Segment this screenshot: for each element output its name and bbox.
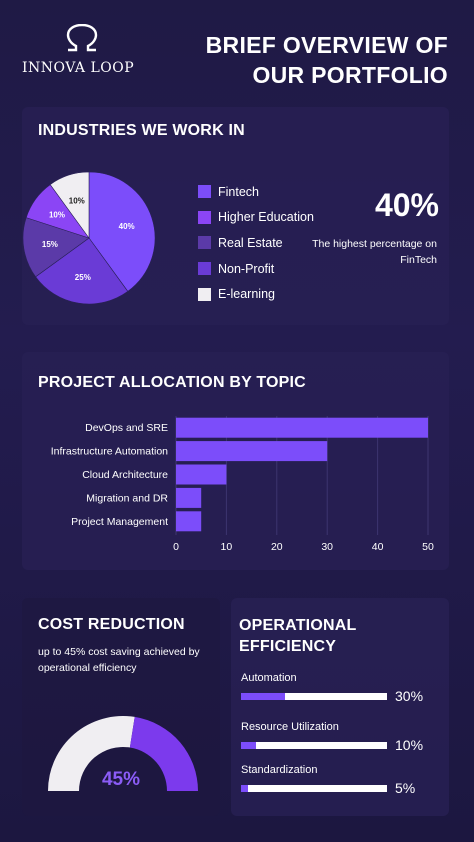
legend-swatch [198,262,211,276]
page-title: BRIEF OVERVIEW OF OUR PORTFOLIO [206,30,448,90]
x-tick-label: 20 [271,541,283,553]
metric-automation: Automation 30% [241,672,441,704]
legend-label: Non-Profit [218,261,275,276]
pie-slice-fintech [88,171,156,292]
gauge-remainder [48,716,135,791]
metric-resource-utilization: Resource Utilization 10% [241,721,441,753]
industries-pie-chart: 40% 25% 15% 10% 10% [22,171,156,305]
metric-value: 30% [395,688,424,704]
cost-title: COST REDUCTION [38,616,185,633]
y-category-label: Cloud Architecture [82,469,168,481]
y-category-label: Infrastructure Automation [51,446,168,458]
pie-slice-e-learning [49,171,90,239]
legend-swatch [198,287,211,301]
gauge-value: 45% [101,769,141,790]
highlight-note: The highest percentage on FinTech [312,238,437,266]
pie-slice-label: 10% [69,196,85,205]
industries-title: INDUSTRIES WE WORK IN [38,122,245,139]
legend-label: Fintech [218,184,259,199]
metric-value: 5% [395,780,416,796]
x-tick-label: 50 [422,541,434,553]
pie-slice-label: 10% [49,211,65,220]
cost-card: COST REDUCTION up to 45% cost saving ach… [22,598,220,816]
brand-name: INNOVA LOOP [22,60,135,76]
legend-label: Real Estate [218,235,283,250]
metric-fill [241,784,249,792]
cost-description: up to 45% cost saving achieved by operat… [38,646,200,674]
x-tick-label: 10 [221,541,233,553]
industries-card: INDUSTRIES WE WORK IN 40% 25% 15% 10% 10% Fi… [22,107,449,325]
page-title-line1: BRIEF OVERVIEW OF [205,32,448,58]
metric-label: Standardization [241,764,318,776]
legend-swatch [198,236,211,250]
pie-slice-label: 40% [119,222,135,231]
pie-slice-non-profit [35,237,129,305]
bar-cloud-architecture [176,464,227,485]
pie-slice-label: 15% [42,240,58,249]
allocation-bar-chart: 0 10 20 30 40 50 DevOps and SRE Infrastructure … [51,416,434,553]
y-category-label: Migration and DR [86,492,168,504]
highlight-percentage: 40% [374,187,439,223]
x-tick-label: 40 [372,541,384,553]
legend-item: E-learning [198,281,314,307]
metric-track [241,692,387,700]
bar-infrastructure-automation [176,441,328,462]
logo: INNOVA LOOP [22,24,142,76]
bar-migration-and-dr [176,487,202,508]
metric-track [241,784,387,792]
metric-track [241,741,387,749]
pie-slice-real-estate [22,217,90,278]
metric-label: Resource Utilization [241,721,339,733]
metric-fill [241,692,285,700]
metric-standardization: Standardization 5% [241,764,441,796]
allocation-card: PROJECT ALLOCATION BY TOPIC 0 10 20 30 40 50 D… [22,352,449,570]
metric-label: Automation [241,672,297,684]
industries-legend: Fintech Higher Education Real Estate Non-Pr… [198,179,314,307]
omega-loop-icon [66,24,98,52]
bar-project-management [176,511,202,532]
legend-label: Higher Education [218,210,314,225]
metric-value: 10% [395,737,424,753]
metric-fill [241,741,256,749]
cost-gauge [48,716,198,791]
x-tick-label: 30 [321,541,333,553]
operational-card: OPERATIONAL EFFICIENCY Automation 30% Re… [231,598,449,816]
operational-title: OPERATIONAL EFFICIENCY [239,617,357,655]
gauge-fill [129,716,198,791]
legend-label: E-learning [218,287,275,302]
legend-item: Non-Profit [198,256,314,282]
pie-slice-label: 25% [75,273,91,282]
legend-item: Higher Education [198,205,314,231]
allocation-title: PROJECT ALLOCATION BY TOPIC [38,374,306,391]
y-category-label: Project Management [71,516,168,528]
legend-swatch [198,210,211,224]
legend-item: Fintech [198,179,314,205]
bar-devops-and-sre [176,417,428,438]
y-category-label: DevOps and SRE [85,422,168,434]
legend-swatch [198,185,211,199]
legend-item: Real Estate [198,230,314,256]
x-tick-label: 0 [173,541,179,553]
page-title-line2: OUR PORTFOLIO [252,62,448,88]
